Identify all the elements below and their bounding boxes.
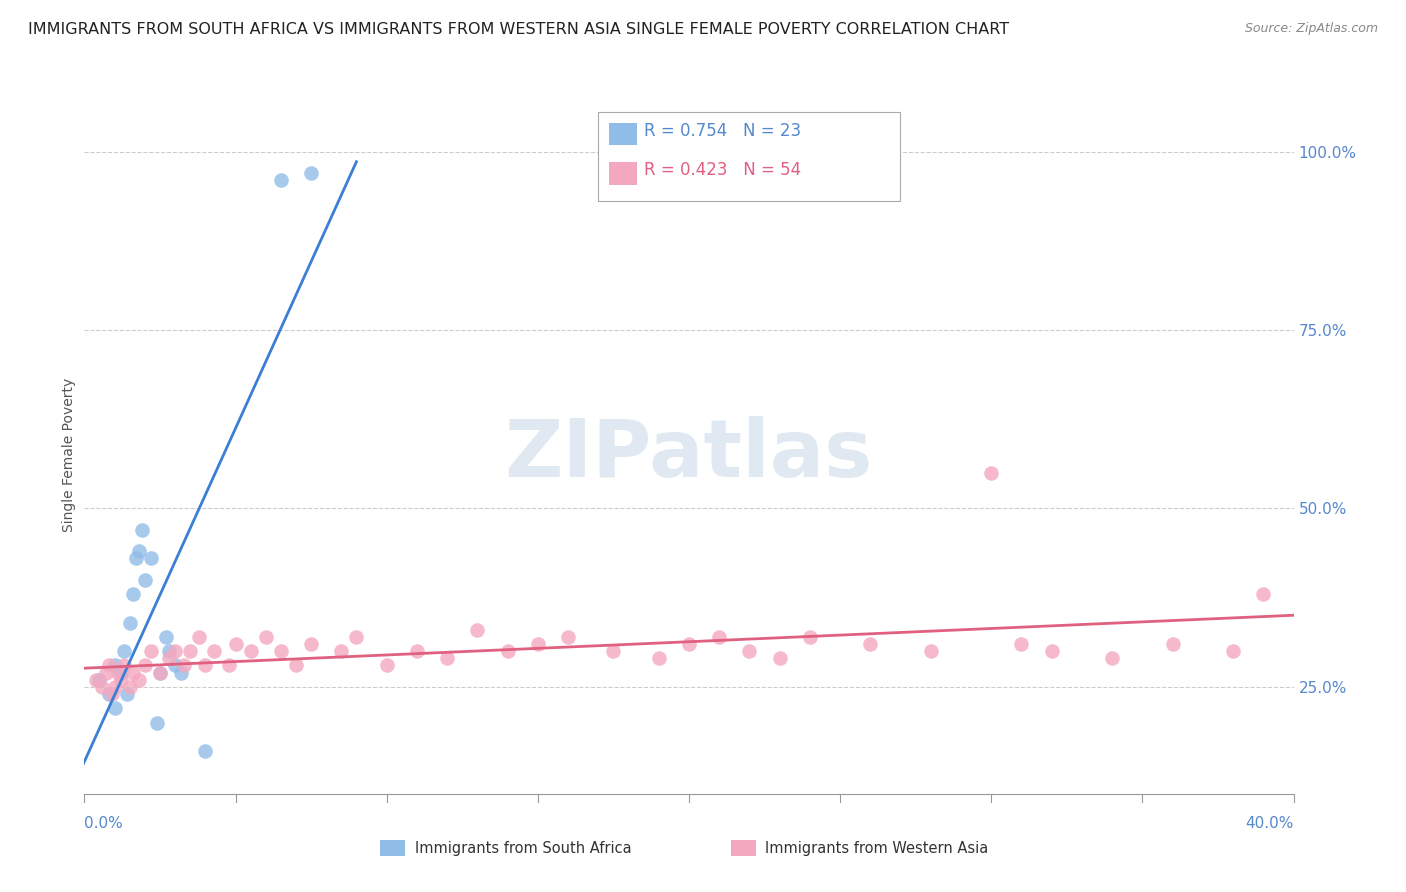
Point <box>170 665 193 680</box>
Point <box>375 658 398 673</box>
Point <box>527 637 550 651</box>
Point <box>97 658 120 673</box>
Point <box>920 644 942 658</box>
Point <box>188 630 211 644</box>
Text: 0.0%: 0.0% <box>84 816 124 831</box>
Text: ZIPatlas: ZIPatlas <box>505 416 873 494</box>
Y-axis label: Single Female Poverty: Single Female Poverty <box>62 378 76 532</box>
Point <box>115 687 138 701</box>
Point <box>104 701 127 715</box>
Point <box>110 673 132 687</box>
Point <box>157 644 180 658</box>
Point <box>769 651 792 665</box>
Point <box>436 651 458 665</box>
Point <box>270 644 292 658</box>
Point <box>112 644 135 658</box>
Point <box>128 544 150 558</box>
Point <box>146 715 169 730</box>
Point <box>149 665 172 680</box>
Point <box>602 644 624 658</box>
Point <box>121 587 143 601</box>
Point <box>346 630 368 644</box>
Point <box>467 623 489 637</box>
Point <box>139 551 162 566</box>
Point <box>179 644 201 658</box>
Point <box>557 630 579 644</box>
Point <box>1101 651 1123 665</box>
Point <box>980 466 1002 480</box>
Text: R = 0.754   N = 23: R = 0.754 N = 23 <box>644 122 801 140</box>
Point <box>86 673 108 687</box>
Text: 40.0%: 40.0% <box>1246 816 1294 831</box>
Point <box>738 644 761 658</box>
Point <box>104 680 127 694</box>
Point <box>270 173 292 187</box>
Point <box>110 665 132 680</box>
Point <box>1040 644 1063 658</box>
Point <box>107 665 129 680</box>
Point <box>218 658 240 673</box>
Point <box>678 637 700 651</box>
Point <box>94 665 117 680</box>
Point <box>1011 637 1033 651</box>
Point <box>97 687 120 701</box>
Point <box>194 744 217 758</box>
Text: Immigrants from South Africa: Immigrants from South Africa <box>415 841 631 855</box>
Point <box>299 166 322 180</box>
Point <box>1222 644 1244 658</box>
Point <box>330 644 353 658</box>
Point <box>709 630 731 644</box>
Point <box>165 658 187 673</box>
Point <box>648 651 671 665</box>
Point <box>496 644 519 658</box>
Text: Immigrants from Western Asia: Immigrants from Western Asia <box>765 841 988 855</box>
Point <box>131 523 153 537</box>
Point <box>121 665 143 680</box>
Point <box>157 651 180 665</box>
Point <box>254 630 277 644</box>
Point <box>202 644 225 658</box>
Point <box>406 644 429 658</box>
Point <box>128 673 150 687</box>
Point <box>859 637 882 651</box>
Text: R = 0.423   N = 54: R = 0.423 N = 54 <box>644 161 801 179</box>
Point <box>299 637 322 651</box>
Point <box>194 658 217 673</box>
Point <box>100 687 122 701</box>
Point <box>285 658 308 673</box>
Point <box>799 630 821 644</box>
Point <box>149 665 172 680</box>
Point <box>134 658 156 673</box>
Point <box>134 573 156 587</box>
Point <box>112 658 135 673</box>
Point <box>118 615 141 630</box>
Point <box>89 673 111 687</box>
Text: IMMIGRANTS FROM SOUTH AFRICA VS IMMIGRANTS FROM WESTERN ASIA SINGLE FEMALE POVER: IMMIGRANTS FROM SOUTH AFRICA VS IMMIGRAN… <box>28 22 1010 37</box>
Point <box>118 680 141 694</box>
Point <box>1161 637 1184 651</box>
Point <box>155 630 177 644</box>
Point <box>139 644 162 658</box>
Point <box>91 680 114 694</box>
Point <box>239 644 262 658</box>
Text: Source: ZipAtlas.com: Source: ZipAtlas.com <box>1244 22 1378 36</box>
Point <box>104 658 127 673</box>
Point <box>1253 587 1275 601</box>
Point <box>225 637 247 651</box>
Point <box>165 644 187 658</box>
Point <box>125 551 148 566</box>
Point <box>173 658 195 673</box>
